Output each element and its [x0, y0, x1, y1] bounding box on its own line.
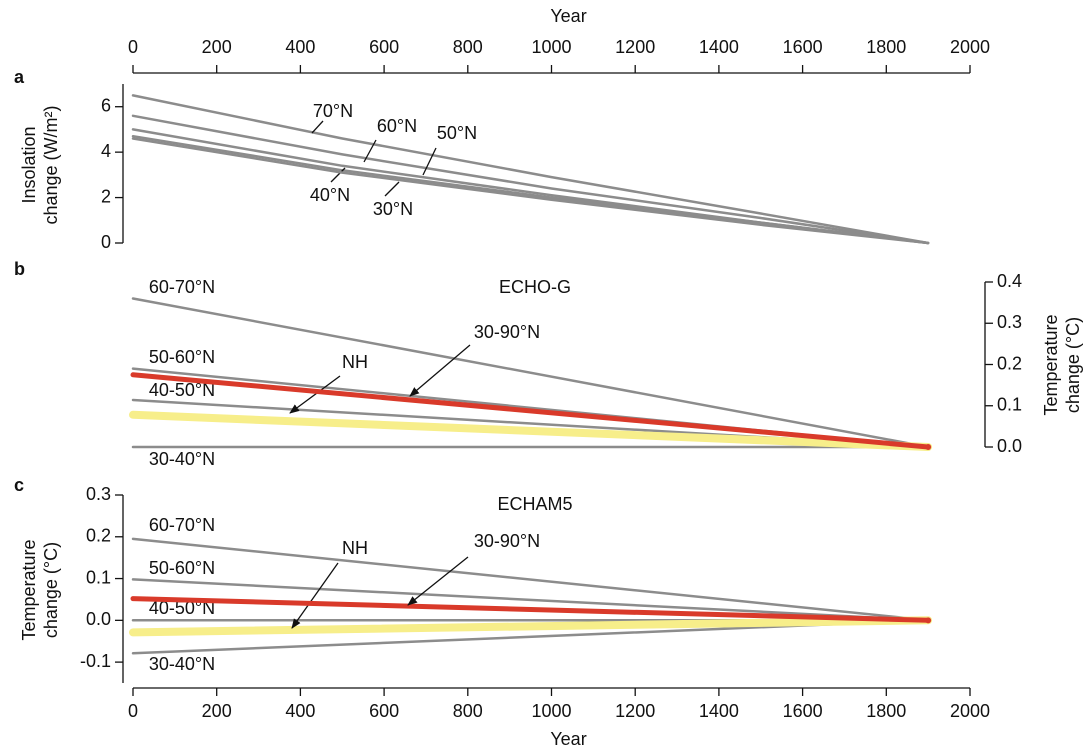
leader-line	[330, 167, 346, 183]
series-label: 50-60°N	[149, 558, 215, 578]
x-tick-label: 1800	[866, 701, 906, 721]
y-axis-label-line: change (°C)	[41, 542, 61, 638]
y-tick-label: 0	[101, 232, 111, 252]
x-axis-label: Year	[550, 6, 586, 26]
data-line	[130, 596, 931, 623]
arrow	[291, 562, 339, 629]
series-label: 30°N	[373, 199, 413, 219]
x-tick-label: 1200	[615, 37, 655, 57]
series-label: 50-60°N	[149, 347, 215, 367]
panel-letter: b	[14, 259, 25, 279]
y-tick-label: 0.0	[86, 609, 111, 629]
series-label: 60-70°N	[149, 515, 215, 535]
arrow	[407, 556, 469, 606]
data-line	[131, 297, 930, 449]
series-label: 50°N	[437, 123, 477, 143]
series-label: 60°N	[377, 116, 417, 136]
series-label: 30-90°N	[474, 322, 540, 342]
y-axis-label-line: change (°C)	[1063, 317, 1083, 413]
y-tick-label: 0.2	[997, 353, 1022, 373]
series-label: 30-90°N	[474, 531, 540, 551]
panel-letter: a	[14, 67, 25, 87]
y-tick-label: 0.0	[997, 436, 1022, 456]
series-label: 60-70°N	[149, 277, 215, 297]
x-tick-label: 600	[369, 701, 399, 721]
y-axis-label-line: Temperature	[19, 539, 39, 640]
line-end	[925, 444, 932, 450]
x-tick-label: 200	[202, 701, 232, 721]
series-label: 40°N	[310, 185, 350, 205]
y-tick-label: 2	[101, 186, 111, 206]
y-tick-label: 0.1	[997, 395, 1022, 415]
x-tick-label: 1600	[783, 701, 823, 721]
x-tick-label: 1000	[531, 701, 571, 721]
arrow	[289, 375, 341, 414]
y-tick-label: 0.3	[997, 312, 1022, 332]
y-axis-label: Temperature change (°C)	[19, 539, 61, 640]
line-end	[925, 617, 932, 624]
x-tick-label: 1000	[531, 37, 571, 57]
x-tick-label: 200	[202, 37, 232, 57]
panel-title: ECHAM5	[497, 494, 572, 514]
x-tick-label: 0	[128, 701, 138, 721]
y-axis-label-line: Temperature	[1041, 314, 1061, 415]
x-axis-label: Year	[550, 729, 586, 749]
x-tick-label: 1600	[783, 37, 823, 57]
y-tick-label: 0.4	[997, 271, 1022, 291]
y-tick-label: 0.3	[86, 484, 111, 504]
leader-line	[311, 120, 324, 134]
series-label: 70°N	[313, 101, 353, 121]
series-label: 30-40°N	[149, 654, 215, 674]
y-tick-label: 6	[101, 95, 111, 115]
x-tick-label: 400	[285, 37, 315, 57]
y-tick-label: 0.2	[86, 526, 111, 546]
y-tick-label: 0.1	[86, 567, 111, 587]
data-line	[131, 137, 930, 245]
x-tick-label: 1800	[866, 37, 906, 57]
x-tick-label: 2000	[950, 37, 990, 57]
x-tick-label: 800	[453, 701, 483, 721]
leader-line	[363, 139, 377, 163]
data-line	[129, 410, 933, 451]
x-tick-label: 600	[369, 37, 399, 57]
x-tick-label: 400	[285, 701, 315, 721]
x-tick-label: 0	[128, 37, 138, 57]
series-label: 40-50°N	[149, 380, 215, 400]
arrow	[409, 344, 471, 397]
y-axis-label: Temperature change (°C)	[1041, 314, 1083, 415]
leader-line	[384, 181, 400, 197]
x-tick-label: 800	[453, 37, 483, 57]
series-label: NH	[342, 538, 368, 558]
y-axis-label-line: change (W/m²)	[41, 105, 61, 224]
data-line	[130, 372, 931, 450]
y-tick-label: -0.1	[80, 651, 111, 671]
data-line	[131, 134, 930, 245]
data-line	[129, 616, 933, 637]
data-line	[131, 94, 930, 245]
panel-letter: c	[14, 475, 24, 495]
y-axis-label-line: Insolation	[19, 126, 39, 203]
series-label: 30-40°N	[149, 449, 215, 469]
x-tick-label: 1400	[699, 37, 739, 57]
leader-line	[422, 147, 437, 176]
data-line	[131, 578, 930, 622]
series-label: NH	[342, 352, 368, 372]
data-line	[131, 537, 930, 622]
x-tick-label: 2000	[950, 701, 990, 721]
panel-title: ECHO-G	[499, 277, 571, 297]
y-tick-label: 4	[101, 141, 111, 161]
y-axis-label: Insolation change (W/m²)	[19, 105, 61, 224]
x-tick-label: 1200	[615, 701, 655, 721]
x-tick-label: 1400	[699, 701, 739, 721]
data-line	[131, 114, 930, 245]
